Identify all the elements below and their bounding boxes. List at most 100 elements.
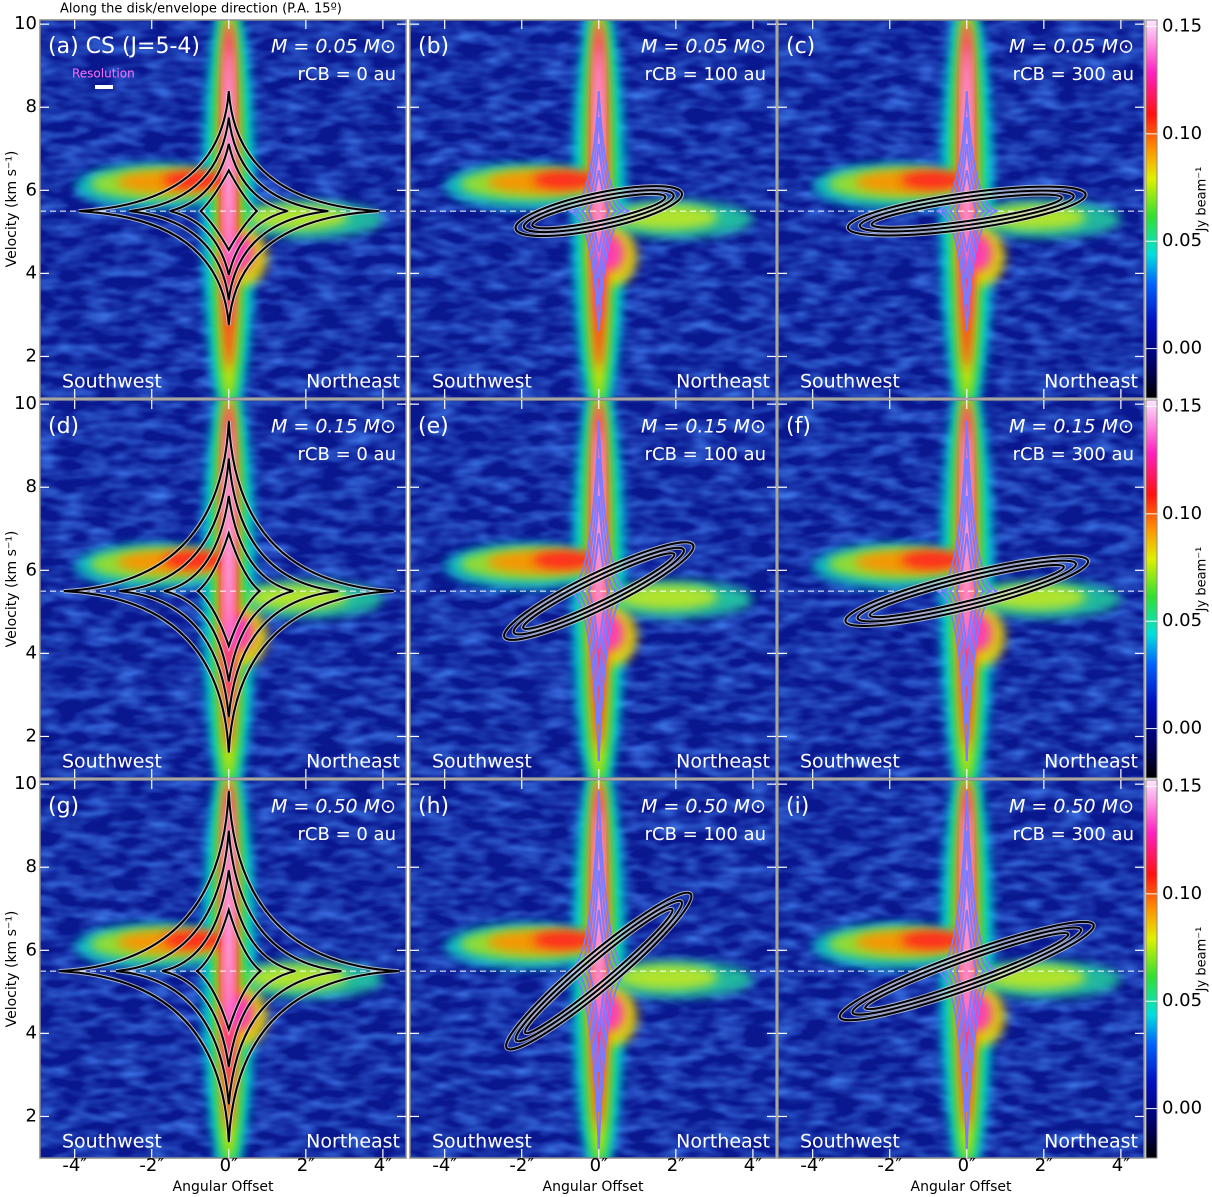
colorbar-tick-label: 0.05 <box>1162 230 1202 251</box>
panel-label: (d) <box>48 414 79 439</box>
colorbar-tick-label: 0.05 <box>1162 990 1202 1011</box>
y-axis-label: Velocity (km s⁻¹) <box>4 531 20 648</box>
colorbar-tick-label: 0.00 <box>1162 718 1202 739</box>
southwest-label: Southwest <box>800 371 900 393</box>
y-tick-label: 8 <box>26 476 37 497</box>
southwest-label: Southwest <box>432 751 532 773</box>
radius-label: rCB = 0 au <box>298 64 396 85</box>
y-tick-label: 2 <box>26 1105 37 1126</box>
mass-label: M = 0.50 M⊙ <box>271 796 396 818</box>
southwest-label: Southwest <box>800 751 900 773</box>
panel-label: (b) <box>418 34 449 59</box>
northeast-label: Northeast <box>676 371 770 393</box>
y-axis-label: Velocity (km s⁻¹) <box>4 911 20 1028</box>
radius-label: rCB = 100 au <box>645 64 766 85</box>
colorbar-tick-label: 0.00 <box>1162 1098 1202 1119</box>
radius-label: rCB = 300 au <box>1013 64 1134 85</box>
northeast-label: Northeast <box>676 751 770 773</box>
x-tick-label: 2″ <box>1035 1155 1053 1176</box>
mass-label: M = 0.15 M⊙ <box>641 416 766 438</box>
x-tick-label: 4″ <box>744 1155 762 1176</box>
panel-label: (a) CS (J=5-4) <box>48 34 200 59</box>
colorbar-tick-label: 0.15 <box>1162 15 1202 36</box>
radius-label: rCB = 100 au <box>645 824 766 845</box>
southwest-label: Southwest <box>62 751 162 773</box>
colorbar-tick-label: 0.00 <box>1162 338 1202 359</box>
radius-label: rCB = 0 au <box>298 444 396 465</box>
x-tick-label: -2″ <box>877 1155 902 1176</box>
radius-label: rCB = 100 au <box>645 444 766 465</box>
southwest-label: Southwest <box>432 1131 532 1153</box>
y-tick-label: 6 <box>26 179 37 200</box>
x-tick-label: 4″ <box>1112 1155 1130 1176</box>
southwest-label: Southwest <box>800 1131 900 1153</box>
x-axis-label: Angular Offset <box>543 1179 644 1195</box>
northeast-label: Northeast <box>1044 371 1138 393</box>
x-tick-label: -4″ <box>432 1155 457 1176</box>
mass-label: M = 0.15 M⊙ <box>1009 416 1134 438</box>
colorbar-tick-label: 0.10 <box>1162 503 1202 524</box>
x-tick-label: 2″ <box>297 1155 315 1176</box>
mass-label: M = 0.05 M⊙ <box>271 36 396 58</box>
colorbar-label: Jy beam⁻¹ <box>1195 547 1210 613</box>
y-tick-label: 8 <box>26 856 37 877</box>
mass-label: M = 0.15 M⊙ <box>271 416 396 438</box>
y-tick-label: 8 <box>26 96 37 117</box>
resolution-bar <box>95 85 113 89</box>
colorbar-label: Jy beam⁻¹ <box>1195 167 1210 233</box>
y-tick-label: 10 <box>14 393 37 414</box>
panel-label: (g) <box>48 794 79 819</box>
radius-label: rCB = 300 au <box>1013 824 1134 845</box>
x-tick-label: -2″ <box>509 1155 534 1176</box>
panel-label: (h) <box>418 794 449 819</box>
colorbar-label: Jy beam⁻¹ <box>1195 927 1210 993</box>
mass-label: M = 0.05 M⊙ <box>641 36 766 58</box>
page: Along the disk/envelope direction (P.A. … <box>0 0 1212 1197</box>
colorbar <box>1146 780 1157 1158</box>
panel-label: (c) <box>786 34 815 59</box>
figure-title: Along the disk/envelope direction (P.A. … <box>60 2 342 17</box>
x-tick-label: -4″ <box>62 1155 87 1176</box>
x-tick-label: 0″ <box>590 1155 608 1176</box>
southwest-label: Southwest <box>62 371 162 393</box>
northeast-label: Northeast <box>306 371 400 393</box>
y-tick-label: 4 <box>26 262 37 283</box>
x-tick-label: 0″ <box>958 1155 976 1176</box>
x-tick-label: 4″ <box>374 1155 392 1176</box>
x-tick-label: 0″ <box>220 1155 238 1176</box>
y-tick-label: 6 <box>26 559 37 580</box>
northeast-label: Northeast <box>1044 1131 1138 1153</box>
colorbar-tick-label: 0.05 <box>1162 610 1202 631</box>
y-tick-label: 2 <box>26 725 37 746</box>
y-tick-label: 10 <box>14 13 37 34</box>
y-tick-label: 6 <box>26 939 37 960</box>
northeast-label: Northeast <box>676 1131 770 1153</box>
figure: Along the disk/envelope direction (P.A. … <box>0 0 1212 1197</box>
radius-label: rCB = 0 au <box>298 824 396 845</box>
resolution-label: Resolution <box>72 67 135 81</box>
mass-label: M = 0.50 M⊙ <box>1009 796 1134 818</box>
y-tick-label: 10 <box>14 773 37 794</box>
y-tick-label: 2 <box>26 345 37 366</box>
radius-label: rCB = 300 au <box>1013 444 1134 465</box>
colorbar-tick-label: 0.15 <box>1162 395 1202 416</box>
emission <box>618 965 718 990</box>
x-axis-label: Angular Offset <box>173 1179 274 1195</box>
panel-label: (e) <box>418 414 449 439</box>
southwest-label: Southwest <box>432 371 532 393</box>
panel-label: (f) <box>786 414 811 439</box>
x-tick-label: 2″ <box>667 1155 685 1176</box>
colorbar-tick-label: 0.15 <box>1162 775 1202 796</box>
panel-label: (i) <box>786 794 809 819</box>
y-tick-label: 4 <box>26 1022 37 1043</box>
x-tick-label: -2″ <box>139 1155 164 1176</box>
colorbar <box>1146 20 1157 398</box>
mass-label: M = 0.05 M⊙ <box>1009 36 1134 58</box>
colorbar <box>1146 400 1157 778</box>
colorbar-tick-label: 0.10 <box>1162 883 1202 904</box>
y-axis-label: Velocity (km s⁻¹) <box>4 151 20 268</box>
x-axis-label: Angular Offset <box>911 1179 1012 1195</box>
mass-label: M = 0.50 M⊙ <box>641 796 766 818</box>
northeast-label: Northeast <box>306 751 400 773</box>
colorbar-tick-label: 0.10 <box>1162 123 1202 144</box>
